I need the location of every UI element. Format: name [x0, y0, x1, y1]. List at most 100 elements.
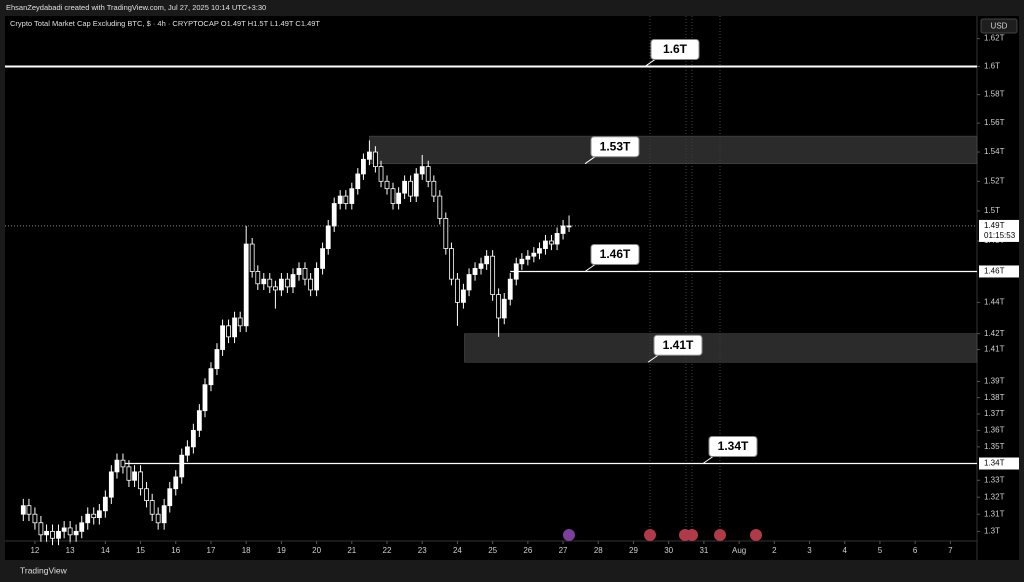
candle-body — [149, 500, 155, 515]
candle-body — [108, 471, 114, 498]
candle-body — [419, 166, 425, 175]
candle-body — [431, 180, 437, 197]
candle-body — [273, 286, 278, 291]
candle-body — [478, 263, 484, 269]
candle-body — [537, 248, 542, 254]
candle-body — [132, 471, 137, 481]
candle-body — [261, 278, 267, 285]
callout-label: 1.53T — [600, 139, 631, 153]
symbol-info: Crypto Total Market Cap Excluding BTC, $… — [10, 19, 320, 28]
candle-body — [243, 243, 249, 327]
candle-body — [255, 271, 261, 285]
candle-body — [144, 488, 149, 501]
candle-body — [413, 173, 419, 197]
candle-body — [202, 384, 208, 412]
y-tick-label: 1.32T — [984, 492, 1005, 501]
event-icon[interactable] — [750, 529, 762, 541]
candle-body — [50, 530, 55, 539]
callout-pointer — [702, 456, 714, 464]
candle-body — [443, 218, 449, 249]
x-tick-label: 3 — [807, 546, 812, 555]
candle-body — [390, 188, 396, 204]
x-tick-label: 28 — [594, 546, 603, 555]
candle-body — [67, 527, 73, 536]
callout-pointer — [584, 264, 596, 272]
candle-body — [61, 527, 67, 532]
candle-body — [96, 510, 102, 519]
candle-body — [302, 268, 308, 280]
candle-body — [85, 513, 91, 524]
candle-body — [79, 522, 85, 532]
candle-body — [138, 471, 143, 490]
candle-body — [290, 274, 296, 288]
callout-label: 1.34T — [718, 439, 749, 453]
currency-button[interactable] — [980, 18, 1018, 34]
event-icon[interactable] — [686, 529, 698, 541]
candle-body — [196, 410, 202, 431]
candle-body — [32, 513, 38, 524]
event-icon[interactable] — [714, 529, 726, 541]
candle-body — [455, 278, 460, 303]
candle-body — [472, 268, 478, 275]
candle-body — [120, 459, 126, 468]
x-tick-label: 22 — [383, 546, 392, 555]
candle-body — [44, 530, 49, 536]
candle-body — [102, 496, 108, 512]
y-tick-label: 1.36T — [984, 425, 1005, 434]
x-tick-label: 7 — [948, 546, 953, 555]
zone — [464, 333, 978, 363]
x-tick-label: 25 — [488, 546, 497, 555]
candle-body — [531, 252, 537, 257]
candle-body — [214, 349, 220, 370]
currency-label: USD — [991, 22, 1008, 31]
y-tick-label: 1.62T — [984, 34, 1005, 43]
candle-body — [26, 505, 32, 515]
y-tick-label: 1.56T — [984, 118, 1005, 127]
event-icon[interactable] — [644, 529, 656, 541]
countdown-label: 01:15:53 — [984, 231, 1016, 240]
candle-body — [296, 268, 302, 275]
callout-pointer — [647, 354, 659, 363]
candle-body — [543, 240, 548, 249]
candle-body — [325, 225, 331, 249]
x-tick-label: 19 — [277, 546, 286, 555]
x-tick-label: 26 — [523, 546, 532, 555]
candle-body — [114, 459, 120, 473]
brand-logo: TradingView — [20, 565, 68, 575]
candle-body — [501, 298, 507, 319]
candle-body — [513, 263, 519, 280]
candle-body — [484, 255, 490, 265]
candle-body — [549, 240, 554, 245]
candle-body — [267, 278, 273, 288]
y-tick-label: 1.31T — [984, 509, 1005, 518]
y-tick-label: 1.5T — [984, 206, 1000, 215]
candle-body — [337, 195, 343, 204]
candle-body — [91, 513, 97, 519]
x-tick-label: 2 — [772, 546, 777, 555]
callout-label: 1.41T — [663, 338, 694, 352]
candle-body — [449, 248, 454, 280]
callout-label: 1.46T — [600, 247, 631, 261]
zone — [369, 135, 978, 164]
candle-body — [355, 173, 361, 190]
last-price-label: 1.49T — [984, 221, 1005, 230]
candle-body — [173, 476, 179, 490]
candle-body — [179, 454, 185, 478]
x-tick-label: 12 — [30, 546, 39, 555]
axis-level-box — [979, 265, 1019, 278]
candle-body — [278, 278, 284, 291]
last-price-box — [979, 219, 1019, 242]
callout-pointer — [644, 59, 656, 67]
axis-level-box — [979, 457, 1019, 470]
candle-body — [320, 248, 325, 269]
x-tick-label: 30 — [664, 546, 673, 555]
candle-body — [226, 325, 231, 338]
candle-body — [184, 446, 190, 456]
y-tick-label: 1.39T — [984, 377, 1005, 386]
event-icon[interactable] — [563, 529, 575, 541]
candle-body — [519, 258, 525, 265]
y-tick-label: 1.42T — [984, 329, 1005, 338]
candle-body — [372, 151, 378, 168]
x-tick-label: Aug — [732, 546, 746, 555]
